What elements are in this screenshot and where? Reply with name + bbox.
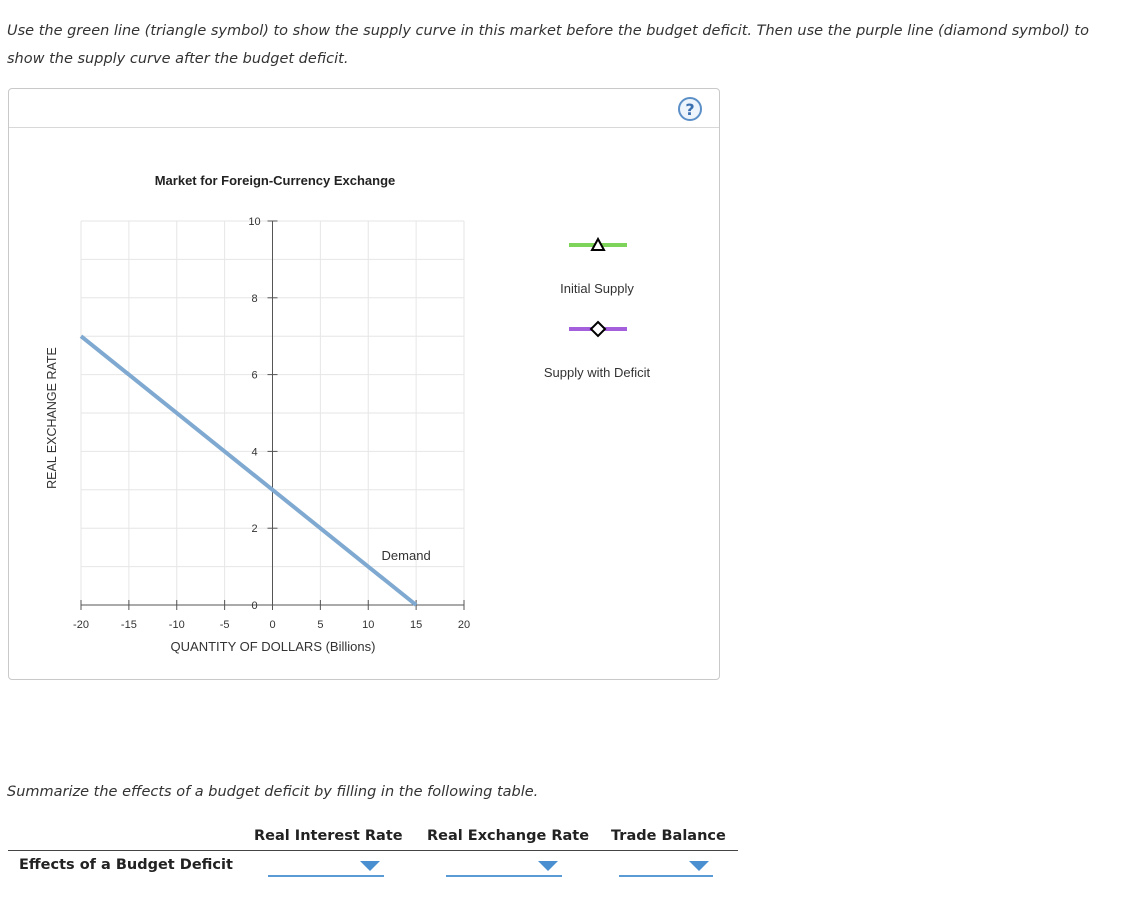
instructions-text: Use the green line (triangle symbol) to … <box>7 23 1089 67</box>
x-tick-label: 10 <box>362 619 374 631</box>
chart-svg: -20 -15 -10 -5 0 5 10 15 20 0 2 4 6 8 10 Demand Market… <box>45 173 651 654</box>
y-tick-label: 0 <box>251 600 257 612</box>
y-tick-label: 6 <box>251 370 257 382</box>
chevron-down-icon <box>538 861 558 871</box>
initial-supply-tool[interactable]: Initial Supply <box>560 236 634 296</box>
x-tick-label: -5 <box>220 619 230 631</box>
x-tick-label: 0 <box>269 619 275 631</box>
col-header-real-exchange-rate: Real Exchange Rate <box>427 828 590 844</box>
help-icon[interactable]: ? <box>678 97 702 121</box>
chart-axes: -20 -15 -10 -5 0 5 10 15 20 0 2 4 6 8 10 <box>73 216 470 631</box>
y-tick-label: 4 <box>251 446 257 458</box>
chevron-down-icon <box>689 861 709 871</box>
supply-deficit-tool[interactable]: Supply with Deficit <box>544 320 651 380</box>
col-header-real-interest-rate: Real Interest Rate <box>254 828 403 844</box>
diamond-icon <box>589 320 607 338</box>
row-label: Effects of a Budget Deficit <box>19 857 233 873</box>
x-tick-label: 15 <box>410 619 422 631</box>
supply-deficit-label: Supply with Deficit <box>544 365 651 380</box>
demand-line <box>79 334 418 607</box>
chevron-down-icon <box>360 861 380 871</box>
triangle-icon <box>590 236 606 251</box>
y-tick-label: 8 <box>251 293 257 305</box>
graph-panel: ? <box>8 88 720 680</box>
demand-label: Demand <box>382 548 431 563</box>
x-tick-label: -20 <box>73 619 89 631</box>
chart-title: Market for Foreign-Currency Exchange <box>155 173 396 188</box>
real-exchange-rate-dropdown[interactable] <box>446 857 562 877</box>
panel-divider <box>9 127 719 128</box>
y-axis-label: REAL EXCHANGE RATE <box>45 347 59 489</box>
trade-balance-dropdown[interactable] <box>619 857 713 877</box>
x-tick-label: -15 <box>121 619 137 631</box>
col-header-trade-balance: Trade Balance <box>611 828 726 844</box>
y-tick-label: 10 <box>248 216 260 228</box>
summary-text: Summarize the effects of a budget defici… <box>7 784 539 800</box>
table-header-rule <box>8 850 738 851</box>
real-interest-rate-dropdown[interactable] <box>268 857 384 877</box>
x-tick-label: 5 <box>317 619 323 631</box>
x-tick-label: -10 <box>169 619 185 631</box>
x-tick-label: 20 <box>458 619 470 631</box>
chart-series: Demand <box>79 334 431 607</box>
x-axis-label: QUANTITY OF DOLLARS (Billions) <box>171 639 376 654</box>
initial-supply-label: Initial Supply <box>560 281 634 296</box>
y-tick-label: 2 <box>251 523 257 535</box>
